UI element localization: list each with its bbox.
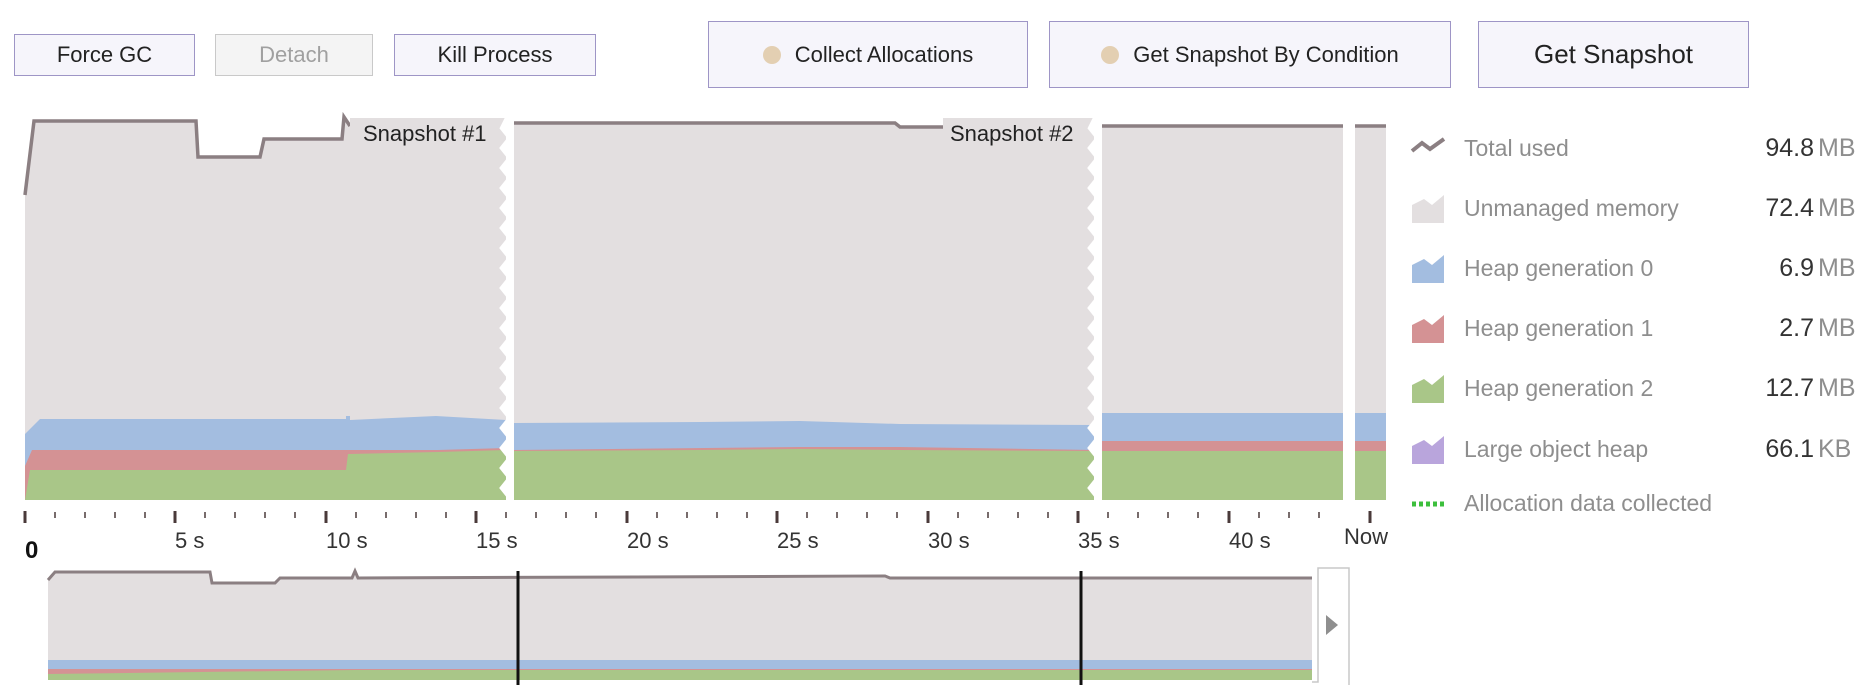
area-icon — [1412, 375, 1444, 403]
legend-unit: KB — [1818, 434, 1852, 463]
legend-unit: MB — [1818, 313, 1856, 342]
legend-item-large-object-heap[interactable]: Large object heap 66.1 KB — [1410, 429, 1860, 469]
legend-unit: MB — [1818, 253, 1856, 282]
area-icon — [1412, 255, 1444, 283]
area-icon — [1412, 195, 1444, 223]
line-icon — [1410, 137, 1446, 153]
area-icon — [1412, 436, 1444, 464]
legend-item-heap-gen-1[interactable]: Heap generation 1 2.7 MB — [1410, 308, 1860, 348]
snapshot-2-label-background — [943, 118, 1094, 150]
legend-item-unmanaged-memory[interactable]: Unmanaged memory 72.4 MB — [1410, 188, 1860, 228]
legend-label: Large object heap — [1464, 435, 1649, 462]
kill-process-button[interactable]: Kill Process — [394, 34, 596, 76]
legend-item-total-used[interactable]: Total used 94.8 MB — [1410, 128, 1860, 168]
record-indicator-icon — [762, 45, 781, 64]
snapshot-1-label[interactable]: Snapshot #1 — [363, 121, 487, 146]
legend-item-heap-gen-2[interactable]: Heap generation 2 12.7 MB — [1410, 368, 1860, 408]
legend-label: Heap generation 2 — [1464, 374, 1654, 401]
chart-segment-3 — [1102, 124, 1386, 500]
legend-label: Unmanaged memory — [1464, 194, 1679, 221]
timeline-overview[interactable] — [46, 567, 1350, 685]
axis-tick-label: 10 s — [326, 528, 368, 553]
axis-origin-label: 0 — [25, 537, 38, 564]
legend-item-allocation-data[interactable]: Allocation data collected — [1410, 483, 1860, 523]
area-icon — [1412, 315, 1444, 343]
axis-tick-label: 5 s — [175, 528, 204, 553]
dashed-line-icon — [1412, 501, 1444, 507]
expand-right-icon[interactable] — [1326, 615, 1338, 635]
memory-chart[interactable]: Snapshot #1 Snapshot #2 — [0, 0, 1400, 685]
axis-tick-label: 25 s — [777, 528, 819, 553]
axis-now-label: Now — [1344, 524, 1388, 549]
get-snapshot-button[interactable]: Get Snapshot — [1478, 21, 1749, 88]
legend-value: 2.7 — [1779, 313, 1814, 342]
legend-label: Heap generation 0 — [1464, 254, 1654, 281]
record-indicator-icon — [1101, 45, 1120, 64]
legend-label: Total used — [1464, 134, 1569, 161]
legend-value: 6.9 — [1779, 253, 1814, 282]
legend-value: 12.7 — [1765, 373, 1814, 402]
legend-label: Heap generation 1 — [1464, 314, 1654, 341]
legend-value: 66.1 — [1765, 434, 1814, 463]
force-gc-button[interactable]: Force GC — [14, 34, 195, 76]
snapshot-2-label[interactable]: Snapshot #2 — [950, 121, 1074, 146]
detach-button[interactable]: Detach — [215, 34, 373, 76]
time-axis — [23, 511, 1372, 523]
snapshot-2-break-marker — [1087, 116, 1103, 500]
snapshot-1-label-background — [350, 118, 506, 150]
collect-allocations-label: Collect Allocations — [794, 41, 974, 67]
axis-tick-label: 20 s — [627, 528, 669, 553]
legend-unit: MB — [1818, 193, 1856, 222]
legend-label: Allocation data collected — [1464, 489, 1713, 516]
axis-tick-label: 40 s — [1229, 528, 1271, 553]
legend-unit: MB — [1818, 133, 1856, 162]
collect-allocations-button[interactable]: Collect Allocations — [708, 21, 1028, 88]
legend-value: 72.4 — [1765, 193, 1814, 222]
get-snapshot-by-condition-label: Get Snapshot By Condition — [1133, 41, 1399, 67]
legend-value: 94.8 — [1765, 133, 1814, 162]
chart-segment-2 — [514, 121, 1094, 500]
snapshot-1-break-marker — [499, 116, 515, 500]
axis-tick-label: 30 s — [928, 528, 970, 553]
axis-tick-label: 35 s — [1078, 528, 1120, 553]
legend-unit: MB — [1818, 373, 1856, 402]
get-snapshot-by-condition-button[interactable]: Get Snapshot By Condition — [1049, 21, 1451, 88]
legend-item-heap-gen-0[interactable]: Heap generation 0 6.9 MB — [1410, 248, 1860, 288]
axis-tick-label: 15 s — [476, 528, 518, 553]
